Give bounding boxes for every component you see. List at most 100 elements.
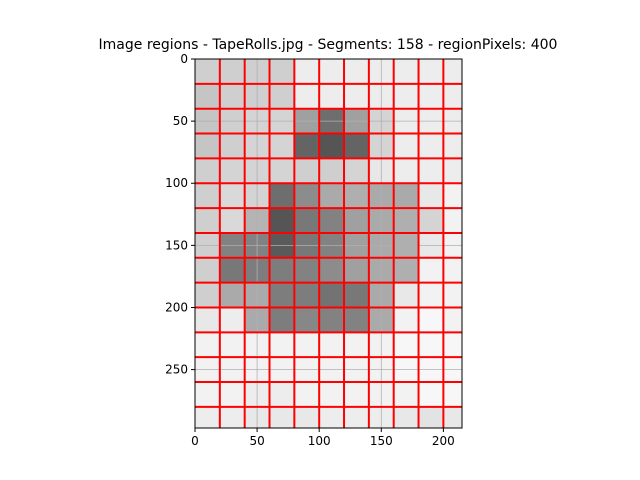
- x-axis: 0 50 100 150 200: [191, 428, 455, 448]
- region-cell: [319, 158, 345, 184]
- region-cell: [219, 406, 245, 428]
- region-cell: [319, 183, 345, 209]
- region-cell: [195, 183, 220, 209]
- region-cell: [344, 382, 369, 407]
- region-cell: [294, 332, 320, 358]
- region-cell: [443, 158, 462, 184]
- region-cell: [269, 59, 295, 84]
- region-cell: [319, 257, 345, 283]
- region-cells: [195, 59, 462, 428]
- region-cell: [393, 59, 419, 84]
- region-cell: [393, 282, 419, 308]
- region-cell: [418, 406, 444, 428]
- region-cell: [195, 83, 220, 109]
- region-cell: [443, 208, 462, 233]
- region-cell: [195, 133, 220, 159]
- region-cell: [393, 332, 419, 358]
- region-cell: [344, 158, 369, 184]
- region-cell: [195, 158, 220, 184]
- region-cell: [344, 257, 369, 283]
- region-cell: [443, 83, 462, 109]
- region-cell: [219, 332, 245, 358]
- region-cell: [294, 282, 320, 308]
- region-cell: [443, 382, 462, 407]
- region-cell: [319, 208, 345, 233]
- region-cell: [344, 59, 369, 84]
- region-cell: [344, 183, 369, 209]
- region-cell: [195, 257, 220, 283]
- region-cell: [195, 282, 220, 308]
- region-cell: [269, 332, 295, 358]
- region-cell: [418, 332, 444, 358]
- region-cell: [319, 83, 345, 109]
- region-cell: [319, 307, 345, 333]
- y-tick-label: 50: [173, 114, 188, 128]
- region-cell: [418, 133, 444, 159]
- region-cell: [393, 158, 419, 184]
- region-cell: [219, 307, 245, 333]
- region-cell: [443, 332, 462, 358]
- region-cell: [319, 282, 345, 308]
- region-cell: [393, 133, 419, 159]
- region-cell: [443, 406, 462, 428]
- region-cell: [294, 257, 320, 283]
- region-cell: [219, 382, 245, 407]
- region-cell: [269, 307, 295, 333]
- region-cell: [269, 382, 295, 407]
- region-cell: [294, 382, 320, 407]
- region-cell: [393, 382, 419, 407]
- region-cell: [443, 183, 462, 209]
- region-cell: [269, 257, 295, 283]
- region-cell: [195, 382, 220, 407]
- y-tick-label: 200: [165, 300, 188, 314]
- y-tick-label: 250: [165, 363, 188, 377]
- region-cell: [319, 406, 345, 428]
- region-cell: [443, 257, 462, 283]
- region-cell: [418, 382, 444, 407]
- region-cell: [319, 332, 345, 358]
- region-cell: [393, 307, 419, 333]
- region-cell: [195, 406, 220, 428]
- region-cell: [219, 208, 245, 233]
- x-tick-label: 100: [308, 434, 331, 448]
- region-cell: [443, 133, 462, 159]
- region-cell: [393, 257, 419, 283]
- region-cell: [344, 208, 369, 233]
- y-axis: 0 50 100 150 200 250: [165, 52, 195, 377]
- region-cell: [219, 282, 245, 308]
- x-tick-label: 50: [249, 434, 264, 448]
- region-cell: [269, 406, 295, 428]
- region-cell: [418, 59, 444, 84]
- y-tick-label: 150: [165, 238, 188, 252]
- x-tick-label: 0: [191, 434, 199, 448]
- region-cell: [418, 183, 444, 209]
- region-cell: [195, 332, 220, 358]
- region-cell: [418, 282, 444, 308]
- region-cell: [219, 158, 245, 184]
- region-cell: [344, 133, 369, 159]
- region-cell: [393, 406, 419, 428]
- region-cell: [393, 208, 419, 233]
- region-cell: [443, 282, 462, 308]
- region-cell: [319, 59, 345, 84]
- region-boundaries: [195, 59, 462, 428]
- region-cell: [269, 83, 295, 109]
- region-cell: [269, 183, 295, 209]
- region-cell: [393, 183, 419, 209]
- region-cell: [269, 133, 295, 159]
- region-cell: [344, 282, 369, 308]
- x-tick-label: 200: [432, 434, 455, 448]
- region-cell: [393, 83, 419, 109]
- region-cell: [269, 158, 295, 184]
- region-cell: [319, 382, 345, 407]
- chart-title: Image regions - TapeRolls.jpg - Segments…: [99, 37, 558, 53]
- region-cell: [294, 208, 320, 233]
- y-tick-label: 0: [180, 52, 188, 66]
- region-cell: [195, 307, 220, 333]
- region-cell: [418, 83, 444, 109]
- region-cell: [418, 158, 444, 184]
- region-cell: [219, 133, 245, 159]
- region-cell: [294, 59, 320, 84]
- region-cell: [219, 183, 245, 209]
